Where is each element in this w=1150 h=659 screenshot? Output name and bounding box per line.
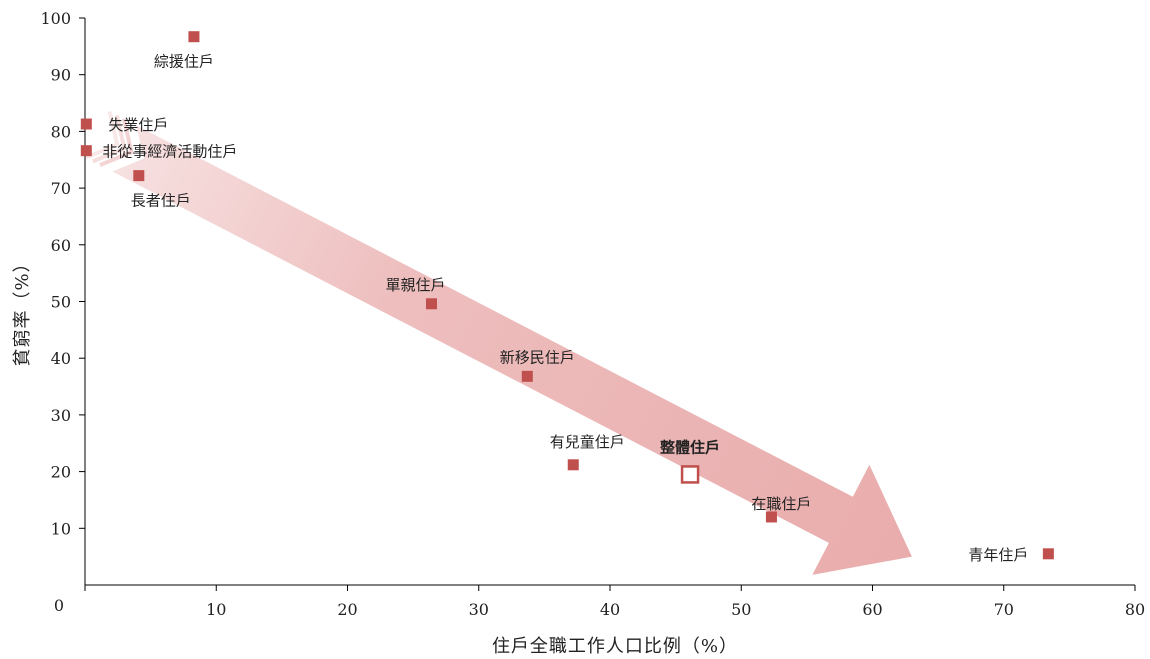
point-label: 長者住戶 [131, 192, 191, 210]
point-label: 在職住戶 [751, 495, 811, 513]
y-tick-label: 10 [51, 519, 71, 538]
y-tick-label: 70 [51, 179, 71, 198]
y-axis-title: 貧窮率（%） [12, 253, 33, 366]
x-tick-label: 70 [994, 600, 1014, 619]
x-tick-label: 20 [337, 600, 357, 619]
x-axis-title: 住戶全職工作人口比例（%） [492, 636, 738, 657]
x-tick-label: 10 [206, 600, 226, 619]
y-tick-label: 50 [51, 293, 71, 312]
point-label: 新移民住戶 [500, 348, 575, 366]
y-tick-label: 60 [51, 236, 71, 255]
trend-arrow-tail [99, 118, 134, 167]
x-tick-label: 50 [731, 600, 751, 619]
origin-tick-label: 0 [54, 596, 64, 615]
point-label: 整體住戶 [660, 438, 720, 456]
y-tick-label: 20 [51, 463, 71, 482]
data-point [765, 511, 777, 523]
tick-labels: 10 20 30 40 50 60 70 80 0 10 20 30 40 50 60 70 80 90 100 [40, 9, 1145, 619]
trend-arrow-shape [112, 125, 912, 575]
data-point [426, 298, 437, 310]
x-tick-label: 40 [600, 600, 620, 619]
y-tick-label: 90 [51, 66, 71, 85]
x-tick-label: 80 [1125, 600, 1145, 619]
trend-arrow-tail [85, 111, 120, 160]
data-point [1042, 548, 1054, 560]
data-point [188, 31, 200, 43]
data-point [567, 459, 579, 471]
point-label: 失業住戶 [108, 116, 168, 134]
point-label: 青年住戶 [968, 546, 1028, 564]
trend-arrow [85, 111, 912, 575]
y-tick-label: 100 [40, 9, 71, 28]
trend-arrow-tail [92, 114, 127, 164]
data-point-highlight [680, 465, 700, 484]
axes [79, 17, 1136, 591]
trend-arrow-layer [85, 111, 912, 575]
y-tick-label: 40 [51, 349, 71, 368]
point-label: 有兒童住戶 [550, 433, 625, 451]
data-point [80, 118, 92, 130]
data-point [133, 170, 145, 182]
x-tick-label: 60 [862, 600, 882, 619]
point-label: 單親住戶 [385, 276, 445, 294]
data-point [80, 145, 92, 157]
y-tick-label: 80 [51, 122, 71, 141]
y-tick-label: 30 [51, 406, 71, 425]
point-label: 非從事經濟活動住戶 [102, 143, 237, 161]
point-label: 綜援住戶 [154, 53, 214, 71]
data-points [80, 31, 1054, 560]
data-point [521, 370, 533, 382]
x-tick-label: 30 [469, 600, 489, 619]
